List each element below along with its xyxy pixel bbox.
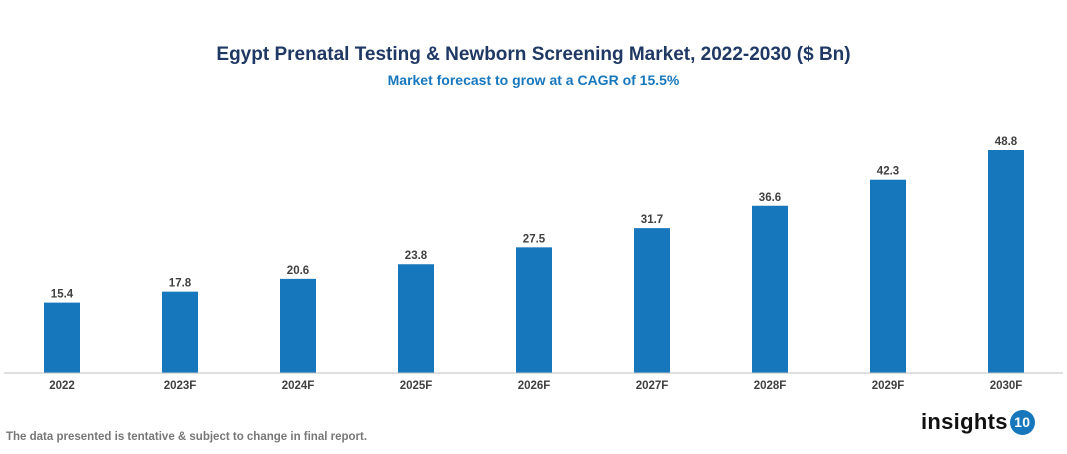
bar <box>162 291 198 373</box>
data-label: 31.7 <box>641 214 663 226</box>
insights10-logo: insights 10 <box>921 409 1035 435</box>
x-tick-label: 2027F <box>636 380 669 392</box>
logo-text: insights <box>921 409 1008 434</box>
data-label: 15.4 <box>51 289 74 301</box>
x-tick-label: 2022 <box>49 380 75 392</box>
logo-badge: 10 <box>1009 409 1035 435</box>
bar <box>634 228 670 373</box>
x-tick-label: 2025F <box>400 380 433 392</box>
x-tick-label: 2026F <box>518 380 551 392</box>
bar <box>870 179 906 373</box>
bar <box>988 150 1024 373</box>
data-label: 17.8 <box>169 278 192 290</box>
chart-title: Egypt Prenatal Testing & Newborn Screeni… <box>216 44 851 65</box>
data-label: 23.8 <box>405 250 428 262</box>
data-label: 48.8 <box>995 136 1018 148</box>
x-tick-label: 2028F <box>754 380 787 392</box>
chart-subtitle: Market forecast to grow at a CAGR of 15.… <box>387 72 680 88</box>
x-tick-label: 2024F <box>282 380 315 392</box>
bar <box>752 205 788 373</box>
x-tick-label: 2030F <box>990 380 1023 392</box>
x-tick-label: 2023F <box>164 380 197 392</box>
data-label: 27.5 <box>523 233 546 245</box>
bar <box>398 264 434 373</box>
data-label: 36.6 <box>759 192 781 204</box>
bar <box>280 278 316 373</box>
bar <box>516 247 552 373</box>
data-label: 42.3 <box>877 166 899 178</box>
data-label: 20.6 <box>287 265 309 277</box>
bar <box>44 302 80 373</box>
footnote: The data presented is tentative & subjec… <box>6 431 368 443</box>
x-tick-label: 2029F <box>872 380 905 392</box>
